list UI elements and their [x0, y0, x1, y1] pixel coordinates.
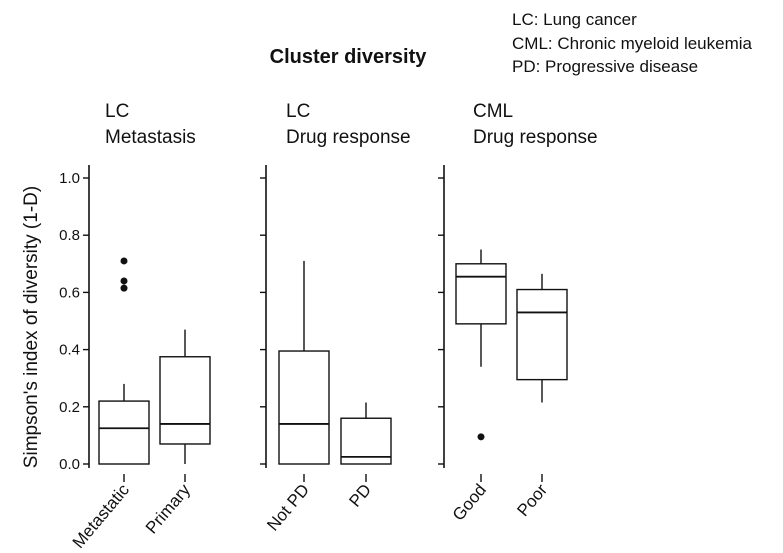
box-primary [159, 329, 211, 464]
x-tick-label: Not PD [263, 480, 313, 534]
chart-title: Cluster diversity [270, 46, 428, 68]
legend-note-lc: LC: Lung cancer [512, 10, 637, 29]
y-tick-label: 0.6 [59, 284, 80, 301]
outlier-point [120, 284, 128, 292]
x-tick-label: Primary [142, 480, 195, 537]
y-tick-label: 0.0 [59, 456, 80, 473]
legend-note-pd: PD: Progressive disease [512, 57, 698, 76]
iqr-box [455, 263, 507, 325]
panel-title-line1: LC [105, 101, 129, 122]
panel-title-line2: Drug response [473, 127, 598, 148]
panel-title-line2: Metastasis [105, 127, 196, 148]
y-tick-label: 0.8 [59, 227, 80, 244]
box-metastatic [98, 257, 150, 465]
outlier-point [477, 433, 485, 441]
panel-title-line2: Drug response [286, 127, 411, 148]
iqr-box [159, 356, 211, 445]
panel-3: CML Drug response Good Poor [438, 101, 598, 524]
y-axis-label: Simpson's index of diversity (1-D) [21, 186, 42, 468]
iqr-box [516, 288, 568, 381]
panel-2: LC Drug response Not PD PD [260, 101, 411, 535]
y-tick-label: 0.2 [59, 399, 80, 416]
x-tick-label: Metastatic [69, 480, 134, 552]
box-good [455, 249, 507, 441]
box-pd [340, 402, 392, 465]
x-tick-label: Poor [513, 480, 551, 520]
box-not-pd [278, 260, 330, 465]
iqr-box [278, 350, 330, 465]
panel-title-line1: CML [473, 101, 513, 122]
outlier-point [120, 257, 128, 265]
iqr-box [98, 400, 150, 465]
panel-title-line1: LC [286, 101, 310, 122]
legend-note-cml: CML: Chronic myeloid leukemia [512, 34, 753, 53]
outlier-point [120, 277, 128, 285]
y-tick-label: 0.4 [59, 342, 80, 359]
panels: LC Metastasis 0.0 0.2 0.4 0.6 0.8 1.0 Metastatic… [59, 101, 597, 552]
x-tick-label: PD [345, 480, 375, 510]
box-poor [516, 273, 568, 403]
y-tick-label: 1.0 [59, 170, 80, 187]
x-tick-label: Good [449, 480, 490, 524]
panel-1: LC Metastasis 0.0 0.2 0.4 0.6 0.8 1.0 Metastatic… [59, 101, 211, 552]
